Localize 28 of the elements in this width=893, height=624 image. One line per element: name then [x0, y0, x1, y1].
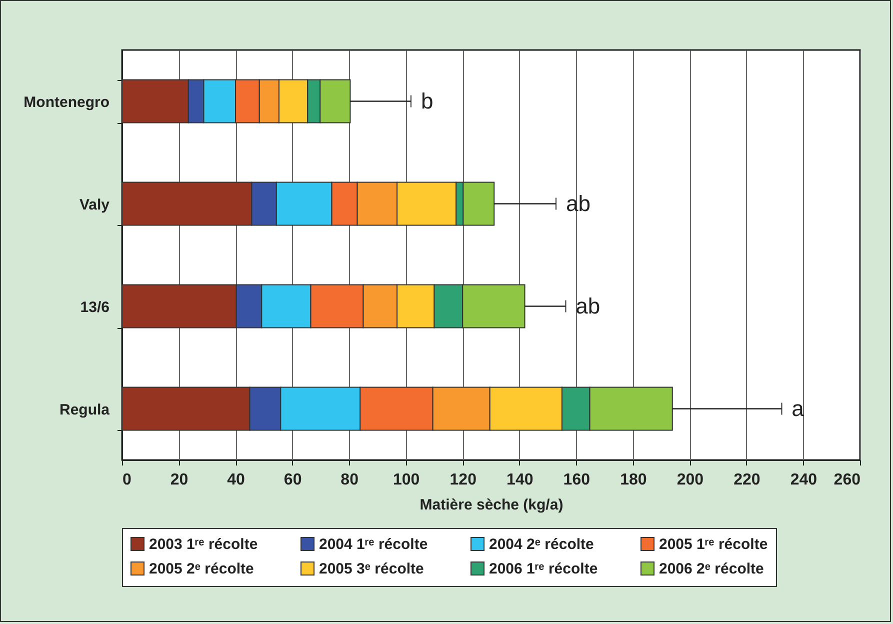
y-tick-label: 13/6	[80, 298, 110, 316]
legend-label: 2005 1ʳᵉ récolte	[659, 536, 768, 553]
legend-label: 2004 2ᵉ récolte	[489, 536, 594, 553]
legend-label: 2004 1ʳᵉ récolte	[319, 536, 428, 553]
x-tick-label: 80	[340, 472, 359, 488]
legend-label: 2003 1ʳᵉ récolte	[149, 536, 258, 553]
x-tick-label: 0	[122, 472, 132, 488]
x-axis-title: Matière sèche (kg/a)	[420, 496, 564, 514]
legend-label: 2006 1ʳᵉ récolte	[489, 560, 598, 578]
y-tick-label: Valy	[79, 196, 110, 214]
y-tick-label: Regula	[59, 401, 110, 418]
x-tick-label: 200	[676, 472, 704, 488]
x-tick-label: 120	[450, 472, 477, 488]
annotation: b	[420, 88, 434, 114]
x-tick-label: 140	[506, 472, 534, 488]
x-tick-label: 240	[790, 472, 818, 488]
x-tick-label: 100	[392, 472, 420, 488]
x-tick-label: 260	[834, 472, 861, 488]
y-tick-label: Montenegro	[24, 94, 110, 111]
legend-label: 2005 3ᵉ récolte	[319, 560, 424, 578]
legend-label: 2005 2ᵉ récolte	[149, 560, 254, 578]
x-tick-label: 40	[227, 472, 246, 488]
x-tick-label: 160	[563, 472, 590, 488]
x-tick-label: 220	[734, 472, 760, 488]
legend-label: 2006 2ᵉ récolte	[659, 560, 764, 578]
x-tick-label: 60	[284, 472, 302, 488]
x-tick-label: 180	[620, 472, 647, 488]
x-tick-label: 20	[170, 472, 188, 488]
